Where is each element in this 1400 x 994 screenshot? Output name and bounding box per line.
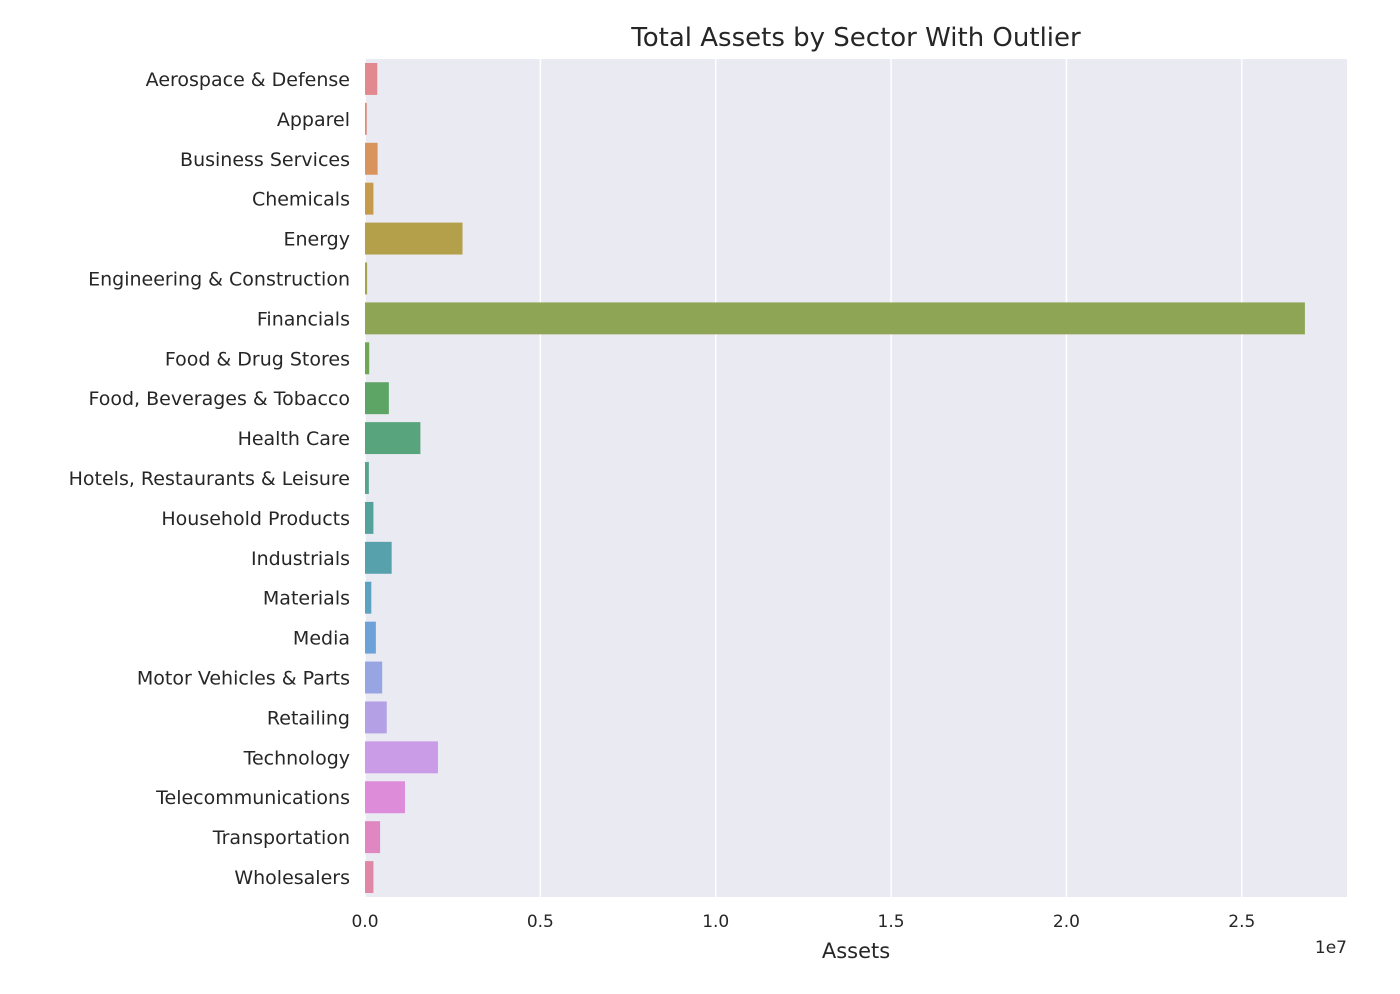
- bar: [365, 861, 374, 894]
- category-label: Energy: [283, 229, 350, 251]
- bar: [365, 781, 405, 814]
- category-label: Technology: [243, 747, 350, 769]
- bar: [365, 462, 369, 494]
- plot-area: [365, 59, 1347, 897]
- x-axis-offset-label: 1e7: [1315, 938, 1347, 958]
- bar: [365, 581, 372, 614]
- bar: [365, 821, 381, 854]
- category-label: Retailing: [267, 707, 350, 729]
- bar: [365, 342, 370, 375]
- category-label: Materials: [263, 588, 350, 610]
- category-label: Chemicals: [252, 189, 350, 211]
- bar: [365, 741, 438, 774]
- bar: [365, 382, 389, 415]
- bar: [365, 621, 376, 654]
- x-tick-label: 2.5: [1228, 912, 1255, 932]
- category-labels: Aerospace & Defense Apparel Business Servi…: [69, 69, 350, 889]
- x-tick-label: 2.0: [1053, 912, 1080, 932]
- x-axis-title: Assets: [822, 939, 890, 963]
- bar: [365, 182, 374, 215]
- bar: [365, 661, 383, 694]
- x-tick-labels: 0.0 0.5 1.0 1.5 2.0 2.5: [351, 912, 1255, 932]
- category-label: Food, Beverages & Tobacco: [88, 388, 350, 410]
- category-label: Engineering & Construction: [88, 268, 350, 290]
- x-tick-label: 1.0: [702, 912, 729, 932]
- category-label: Telecommunications: [155, 787, 350, 809]
- chart-title: Total Assets by Sector With Outlier: [630, 23, 1081, 53]
- category-label: Food & Drug Stores: [165, 348, 350, 370]
- bar: [365, 302, 1305, 335]
- category-label: Apparel: [277, 109, 350, 131]
- bar: [365, 262, 368, 295]
- category-label: Transportation: [212, 827, 350, 849]
- bar: [365, 701, 387, 734]
- bar: [365, 501, 374, 534]
- bar: [365, 62, 378, 95]
- category-label: Business Services: [180, 149, 350, 171]
- bar: [365, 541, 392, 574]
- category-label: Household Products: [161, 508, 350, 530]
- x-tick-label: 0.0: [351, 912, 378, 932]
- category-label: Financials: [257, 308, 350, 330]
- bar: [365, 422, 421, 455]
- category-label: Industrials: [251, 548, 350, 570]
- bar: [365, 102, 367, 135]
- x-tick-label: 0.5: [527, 912, 554, 932]
- bars: [365, 62, 1305, 894]
- bar: [365, 222, 463, 255]
- category-label: Media: [293, 628, 350, 650]
- category-label: Aerospace & Defense: [146, 69, 350, 91]
- category-label: Hotels, Restaurants & Leisure: [69, 468, 350, 490]
- category-label: Health Care: [238, 428, 350, 450]
- x-tick-label: 1.5: [878, 912, 905, 932]
- category-label: Wholesalers: [234, 867, 350, 889]
- bar: [365, 142, 378, 175]
- category-label: Motor Vehicles & Parts: [137, 668, 350, 690]
